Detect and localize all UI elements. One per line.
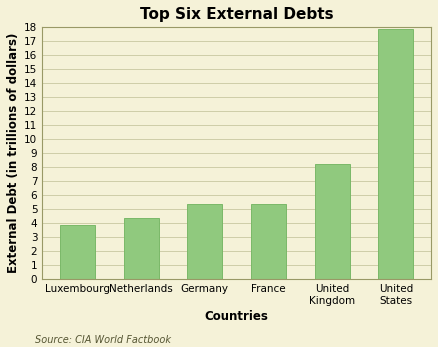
X-axis label: Countries: Countries — [205, 310, 268, 323]
Bar — [314, 164, 350, 279]
Bar — [378, 29, 413, 279]
Title: Top Six External Debts: Top Six External Debts — [140, 7, 333, 22]
Y-axis label: External Debt (in trillions of dollars): External Debt (in trillions of dollars) — [7, 33, 20, 273]
Bar — [60, 225, 95, 279]
Bar — [124, 218, 159, 279]
Bar — [187, 204, 223, 279]
Bar — [251, 204, 286, 279]
Text: Source: CIA World Factbook: Source: CIA World Factbook — [35, 335, 171, 345]
